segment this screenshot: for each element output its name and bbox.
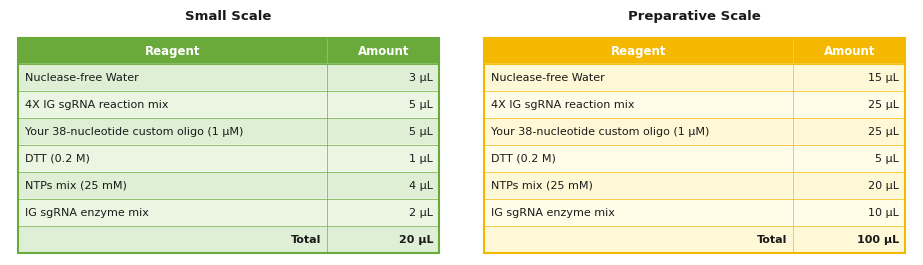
Text: Total: Total: [757, 235, 787, 245]
Text: 25 μL: 25 μL: [868, 127, 899, 137]
Bar: [794, 199, 905, 226]
Text: NTPs mix (25 mM): NTPs mix (25 mM): [491, 180, 593, 191]
Text: IG sgRNA enzyme mix: IG sgRNA enzyme mix: [491, 207, 615, 218]
Text: Total: Total: [291, 235, 321, 245]
Bar: [484, 91, 794, 118]
Text: 4X IG sgRNA reaction mix: 4X IG sgRNA reaction mix: [491, 100, 634, 110]
Text: 3 μL: 3 μL: [409, 73, 433, 83]
Bar: [794, 145, 905, 172]
Text: DTT (0.2 M): DTT (0.2 M): [25, 154, 90, 164]
Text: NTPs mix (25 mM): NTPs mix (25 mM): [25, 180, 126, 191]
Text: Amount: Amount: [357, 45, 409, 58]
Bar: [328, 118, 439, 145]
Text: Nuclease-free Water: Nuclease-free Water: [491, 73, 605, 83]
Bar: [328, 91, 439, 118]
Text: Preparative Scale: Preparative Scale: [629, 10, 761, 23]
Text: 100 μL: 100 μL: [857, 235, 899, 245]
Bar: [328, 64, 439, 91]
Bar: [794, 118, 905, 145]
Bar: [328, 199, 439, 226]
Text: Nuclease-free Water: Nuclease-free Water: [25, 73, 138, 83]
Text: 20 μL: 20 μL: [868, 180, 899, 191]
Text: 4X IG sgRNA reaction mix: 4X IG sgRNA reaction mix: [25, 100, 169, 110]
Text: Your 38-nucleotide custom oligo (1 μM): Your 38-nucleotide custom oligo (1 μM): [491, 127, 710, 137]
Bar: [18, 226, 328, 253]
Bar: [18, 38, 439, 253]
Bar: [18, 145, 328, 172]
Text: 25 μL: 25 μL: [868, 100, 899, 110]
Bar: [18, 172, 328, 199]
Bar: [328, 172, 439, 199]
Bar: [18, 64, 328, 91]
Bar: [794, 91, 905, 118]
Bar: [484, 145, 794, 172]
Bar: [18, 91, 328, 118]
Text: Reagent: Reagent: [145, 45, 200, 58]
Text: 5 μL: 5 μL: [409, 100, 433, 110]
Bar: [794, 64, 905, 91]
Text: 15 μL: 15 μL: [869, 73, 899, 83]
Bar: [18, 38, 328, 64]
Text: Reagent: Reagent: [611, 45, 666, 58]
Text: Amount: Amount: [823, 45, 875, 58]
Text: 5 μL: 5 μL: [409, 127, 433, 137]
Text: 10 μL: 10 μL: [869, 207, 899, 218]
Bar: [484, 38, 794, 64]
Bar: [18, 199, 328, 226]
Bar: [794, 172, 905, 199]
Text: 20 μL: 20 μL: [399, 235, 433, 245]
Text: 2 μL: 2 μL: [409, 207, 433, 218]
Text: 4 μL: 4 μL: [409, 180, 433, 191]
Bar: [794, 38, 905, 64]
Text: Small Scale: Small Scale: [186, 10, 271, 23]
Bar: [18, 118, 328, 145]
Bar: [484, 38, 905, 253]
Text: 5 μL: 5 μL: [875, 154, 899, 164]
Bar: [484, 199, 794, 226]
Bar: [484, 64, 794, 91]
Text: 1 μL: 1 μL: [409, 154, 433, 164]
Text: DTT (0.2 M): DTT (0.2 M): [491, 154, 556, 164]
Text: IG sgRNA enzyme mix: IG sgRNA enzyme mix: [25, 207, 149, 218]
Bar: [328, 145, 439, 172]
Bar: [328, 226, 439, 253]
Text: Your 38-nucleotide custom oligo (1 μM): Your 38-nucleotide custom oligo (1 μM): [25, 127, 244, 137]
Bar: [794, 226, 905, 253]
Bar: [328, 38, 439, 64]
Bar: [484, 172, 794, 199]
Bar: [484, 118, 794, 145]
Bar: [484, 226, 794, 253]
